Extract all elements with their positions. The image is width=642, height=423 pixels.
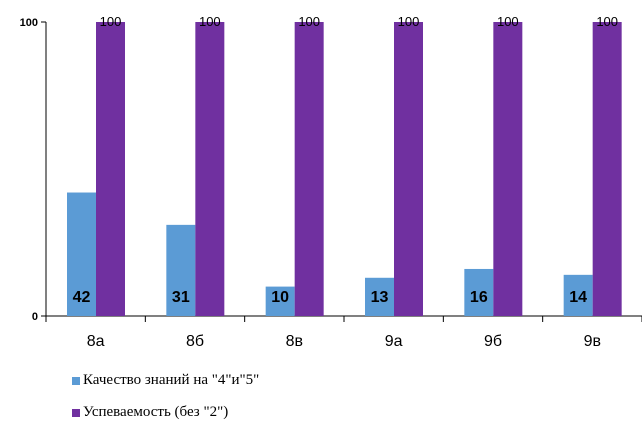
data-labels: 42 100 31 100 10 100 13 100 16 100 14 100	[73, 14, 618, 306]
data-label-quality: 13	[371, 289, 389, 306]
data-label-quality: 42	[73, 289, 91, 306]
data-label-progress: 100	[199, 14, 221, 29]
x-tick-label: 8в	[286, 333, 303, 350]
bar-progress	[493, 22, 523, 316]
data-label-quality: 31	[172, 289, 190, 306]
x-tick-label: 8а	[87, 333, 105, 350]
legend-swatch-quality	[72, 376, 80, 385]
x-tick-label: 8б	[186, 333, 204, 350]
bar-progress	[195, 22, 225, 316]
x-tick-label: 9в	[584, 333, 601, 350]
bar-progress	[394, 22, 423, 316]
bar-quality	[365, 277, 394, 316]
legend-label-quality: Качество знаний на "4"и"5"	[83, 372, 260, 388]
y-tick-label: 100	[20, 17, 38, 29]
axes: 0 100 8а 8б 8в 9а 9б 9в	[20, 17, 642, 350]
data-label-quality: 10	[271, 289, 289, 306]
y-tick-label: 0	[32, 311, 38, 323]
data-label-progress: 100	[398, 14, 420, 29]
legend-item-progress: Успеваемость (без "2")	[72, 404, 228, 421]
bars	[67, 22, 622, 316]
bar-progress	[96, 22, 125, 316]
bar-quality	[265, 286, 295, 316]
legend-item-quality: Качество знаний на "4"и"5"	[72, 372, 259, 389]
bar-quality	[67, 192, 96, 316]
bar-progress	[592, 22, 622, 316]
data-label-progress: 100	[596, 14, 618, 29]
bar-quality	[464, 268, 494, 316]
bar-progress	[294, 22, 324, 316]
bar-quality	[563, 274, 593, 316]
data-label-progress: 100	[100, 14, 122, 29]
data-label-quality: 16	[470, 289, 488, 306]
data-label-progress: 100	[497, 14, 519, 29]
legend-swatch-progress	[72, 408, 80, 417]
legend-label-progress: Успеваемость (без "2")	[83, 404, 229, 420]
bar-quality	[166, 224, 196, 316]
x-tick-label: 9б	[484, 333, 502, 350]
x-tick-label: 9а	[385, 333, 403, 350]
data-label-quality: 14	[569, 289, 587, 306]
data-label-progress: 100	[298, 14, 320, 29]
